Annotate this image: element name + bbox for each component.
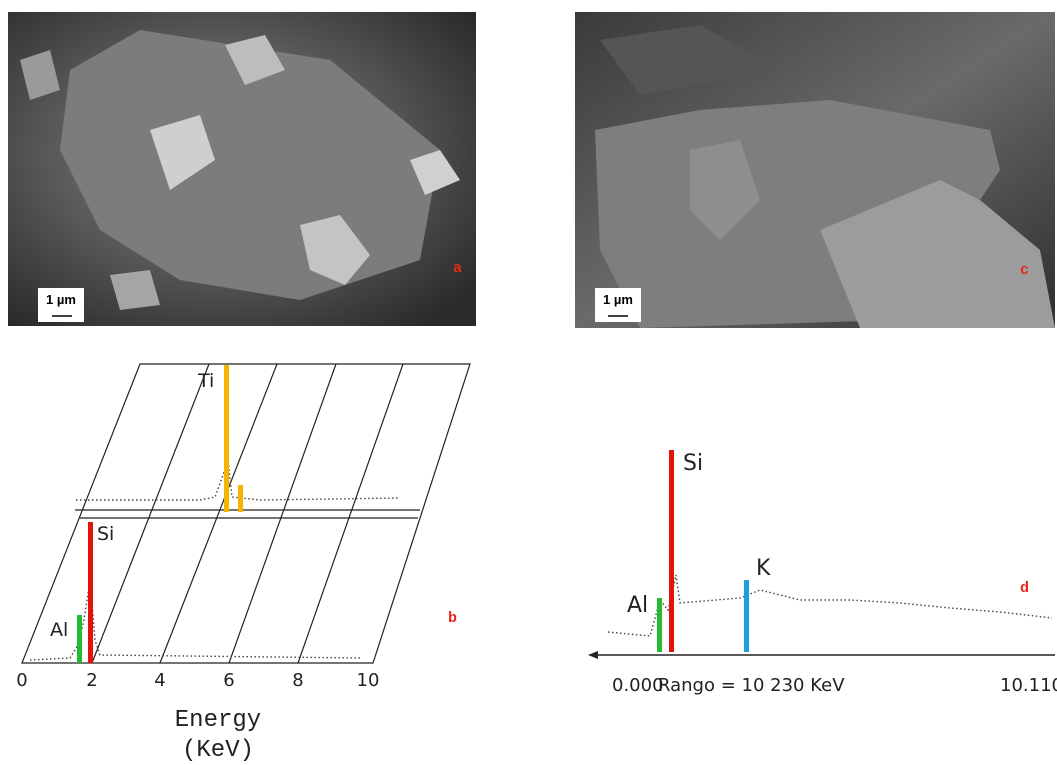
axis-end: 10.110 <box>1000 675 1057 696</box>
panel-label: b <box>448 610 457 627</box>
axis-start: 0.000 <box>612 675 664 696</box>
x-tick-label: 2 <box>86 670 97 691</box>
x-tick-labels: 0 2 4 6 8 10 <box>16 670 379 691</box>
x-tick-label: 8 <box>292 670 303 691</box>
range-label: Rango = 10 230 KeV <box>658 675 845 696</box>
x-tick-label: 10 <box>357 670 380 691</box>
scale-bar-label: 1 µm <box>603 292 633 307</box>
spectrum-b: Ti Si Al 0 2 4 6 8 10 Energy (KeV) b <box>16 364 470 764</box>
peak-label: Si <box>683 451 703 476</box>
sem-image-c: 1 µm c <box>575 12 1055 328</box>
panel-label: a <box>453 260 462 277</box>
peak-label: Al <box>627 593 648 618</box>
panel-label: c <box>1020 262 1029 279</box>
panel-label: d <box>1020 580 1029 597</box>
x-axis-unit: (KeV) <box>182 737 254 764</box>
peak-label: K <box>756 556 771 581</box>
scale-bar-label: 1 µm <box>46 292 76 307</box>
x-tick-label: 0 <box>16 670 27 691</box>
x-axis-title: Energy <box>175 707 261 734</box>
peak-label: Al <box>50 619 68 641</box>
peak-label: Si <box>97 523 114 545</box>
x-tick-label: 4 <box>154 670 165 691</box>
peak-label: Ti <box>197 370 214 392</box>
spectrum-d: Si K Al 0.000 Rango = 10 230 KeV 10.110 … <box>588 450 1057 696</box>
x-tick-label: 6 <box>223 670 234 691</box>
sem-image-a: 1 µm a <box>8 12 476 326</box>
figure: 1 µm a 1 µm c Ti Si Al 0 2 4 <box>0 0 1057 765</box>
